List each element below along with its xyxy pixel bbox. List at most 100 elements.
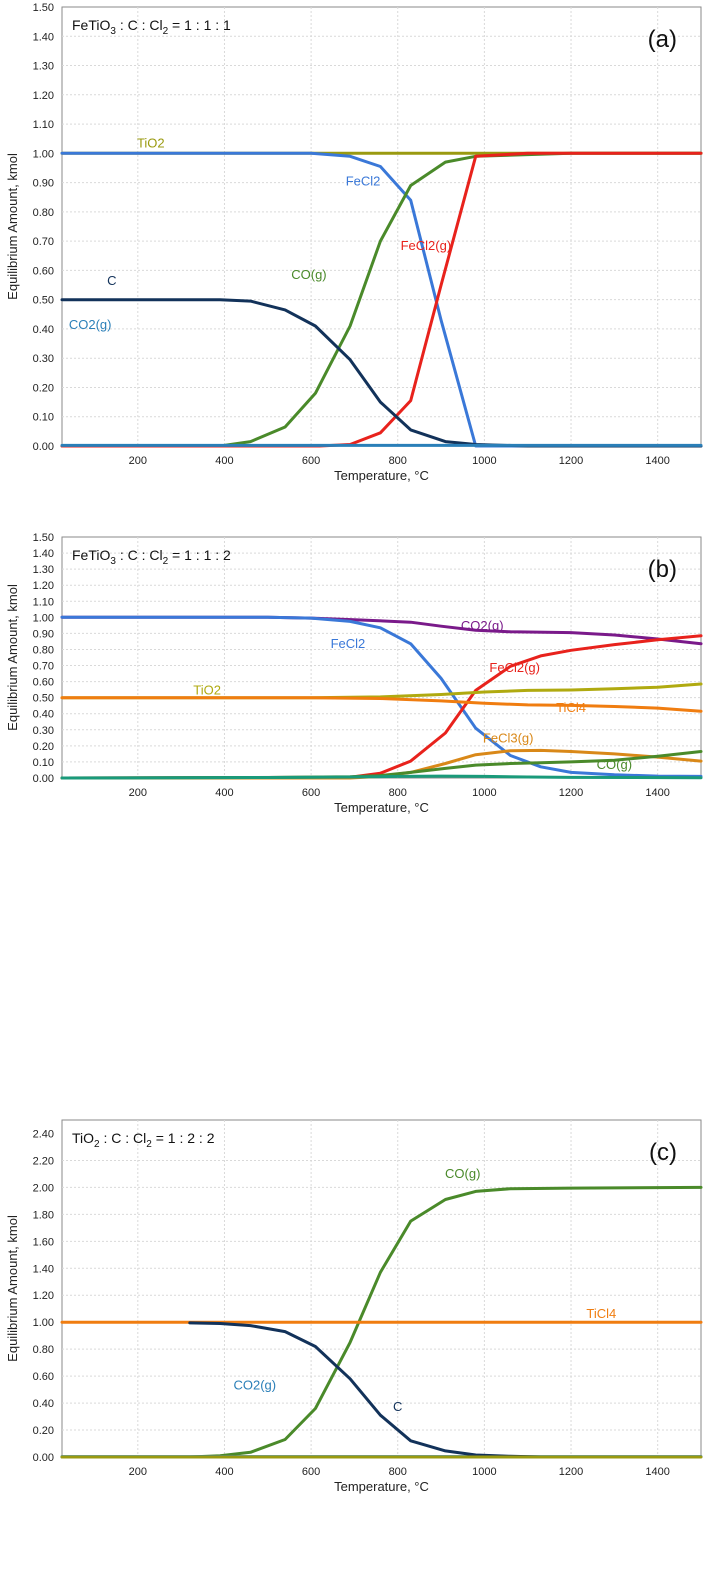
series-label-fecl2: FeCl2 (346, 174, 381, 189)
y-tick-label: 0.60 (33, 1371, 54, 1383)
y-tick-label: 1.00 (33, 612, 54, 624)
ratio-sub1: 3 (110, 556, 116, 567)
series-label-tio2: TiO2 (193, 682, 221, 697)
ratio-tail: = 1 : 2 : 2 (152, 1130, 215, 1146)
y-tick-label: 0.30 (33, 353, 54, 365)
chart-panel-b: 0.00 0.10 0.20 0.30 0.40 0.50 0.60 0.70 0.80 0.90… (5, 532, 703, 815)
x-tick-label: 800 (389, 1466, 407, 1478)
x-tick-label: 1000 (472, 1466, 496, 1478)
x-tick-label: 800 (389, 787, 407, 799)
y-tick-label: 1.20 (33, 1290, 54, 1302)
series-line-c (188, 1321, 543, 1459)
ratio-formula: TiO (72, 1130, 94, 1146)
y-axis-label: Equilibrium Amount, kmol (5, 153, 20, 300)
y-tick-label: 0.50 (33, 693, 54, 705)
y-tick-label: 0.20 (33, 741, 54, 753)
series-label-ticl4: TiCl4 (556, 700, 586, 715)
series-label-fecl3-g: FeCl3(g) (483, 731, 534, 746)
ratio-formula: FeTiO (72, 17, 110, 33)
ratio-mid: : C : Cl (116, 17, 163, 33)
x-tick-label: 600 (302, 787, 320, 799)
y-tick-label: 1.50 (33, 2, 54, 14)
ratio-sub1: 3 (110, 26, 116, 37)
series-label-co2-g: CO2(g) (233, 1378, 276, 1393)
y-tick-label: 0.40 (33, 709, 54, 721)
plot-area (61, 6, 702, 447)
ratio-sub2: 2 (163, 556, 169, 567)
series-label-fecl2: FeCl2 (331, 636, 366, 651)
x-tick-label: 1200 (559, 455, 583, 467)
series-label-co2-g: CO2(g) (69, 317, 112, 332)
y-tick-label: 1.60 (33, 1236, 54, 1248)
x-axis-label: Temperature, °C (334, 800, 429, 815)
y-tick-label: 0.20 (33, 1425, 54, 1437)
y-axis-label: Equilibrium Amount, kmol (5, 584, 20, 731)
x-tick-label: 200 (129, 787, 147, 799)
y-tick-label: 0.00 (33, 773, 54, 785)
series-label-c: C (107, 273, 116, 288)
y-tick-label: 1.30 (33, 61, 54, 73)
series-label-co2-g: CO2(g) (461, 618, 504, 633)
x-tick-label: 1400 (645, 1466, 669, 1478)
y-tick-label: 1.20 (33, 90, 54, 102)
series-label-co-g: CO(g) (291, 267, 326, 282)
ratio-mid: : C : Cl (100, 1130, 147, 1146)
composition-ratio: FeTiO3 : C : Cl2 = 1 : 1 : 2 (72, 547, 231, 567)
series-label-co-g: CO(g) (597, 757, 632, 772)
composition-ratio: FeTiO3 : C : Cl2 = 1 : 1 : 1 (72, 17, 231, 37)
series-label-ticl4: TiCl4 (586, 1306, 616, 1321)
y-tick-label: 0.40 (33, 1398, 54, 1410)
y-tick-label: 0.40 (33, 324, 54, 336)
y-tick-label: 0.90 (33, 628, 54, 640)
y-tick-label: 0.00 (33, 441, 54, 453)
y-tick-label: 0.80 (33, 644, 54, 656)
y-tick-label: 1.50 (33, 532, 54, 544)
series-label-fecl2-g: FeCl2(g) (401, 238, 452, 253)
y-tick-label: 0.30 (33, 725, 54, 737)
y-tick-label: 1.00 (33, 1317, 54, 1329)
y-tick-label: 2.40 (33, 1128, 54, 1140)
series-label-fecl2-g: FeCl2(g) (489, 660, 540, 675)
ratio-mid: : C : Cl (116, 547, 163, 563)
plot-area (61, 1119, 702, 1458)
ratio-sub1: 2 (94, 1139, 100, 1150)
x-tick-label: 200 (129, 1466, 147, 1478)
panel-label: (a) (648, 26, 677, 53)
x-tick-label: 400 (215, 1466, 233, 1478)
x-tick-label: 800 (389, 455, 407, 467)
x-tick-label: 400 (215, 455, 233, 467)
ratio-sub2: 2 (163, 26, 169, 37)
y-tick-label: 1.40 (33, 31, 54, 43)
series-line-baseline (60, 774, 703, 780)
y-tick-label: 0.50 (33, 295, 54, 307)
chart-panel-c: 0.00 0.20 0.40 0.60 0.80 1.00 1.20 1.40 1.60 1.80… (5, 1119, 703, 1494)
x-tick-label: 1400 (645, 787, 669, 799)
panel-label: (b) (648, 556, 677, 583)
x-tick-label: 1400 (645, 455, 669, 467)
y-tick-label: 1.30 (33, 564, 54, 576)
composition-ratio: TiO2 : C : Cl2 = 1 : 2 : 2 (72, 1130, 215, 1150)
y-tick-label: 0.60 (33, 265, 54, 277)
y-tick-label: 0.00 (33, 1452, 54, 1464)
y-tick-label: 1.10 (33, 119, 54, 131)
y-tick-label: 0.70 (33, 661, 54, 673)
y-tick-label: 0.10 (33, 412, 54, 424)
x-axis-label: Temperature, °C (334, 468, 429, 483)
y-tick-label: 0.80 (33, 1344, 54, 1356)
y-tick-label: 1.00 (33, 148, 54, 160)
ratio-tail: = 1 : 1 : 2 (168, 547, 231, 563)
x-tick-label: 1200 (559, 1466, 583, 1478)
y-tick-label: 0.60 (33, 677, 54, 689)
series-line-fecl2-g (60, 634, 703, 780)
y-tick-label: 0.70 (33, 236, 54, 248)
y-tick-label: 1.40 (33, 1263, 54, 1275)
y-tick-label: 2.00 (33, 1182, 54, 1194)
y-tick-label: 0.80 (33, 207, 54, 219)
x-tick-label: 1000 (472, 787, 496, 799)
chart-panel-a: 0.00 0.10 0.20 0.30 0.40 0.50 0.60 0.70 0.80 0.90… (5, 2, 703, 483)
ratio-tail: = 1 : 1 : 1 (168, 17, 231, 33)
x-tick-label: 600 (302, 455, 320, 467)
y-tick-label: 1.10 (33, 596, 54, 608)
y-tick-label: 0.20 (33, 382, 54, 394)
x-tick-label: 200 (129, 455, 147, 467)
